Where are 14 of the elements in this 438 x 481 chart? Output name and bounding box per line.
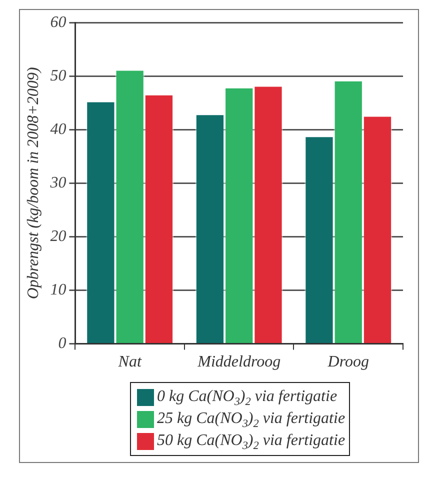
y-tick-label: 10 bbox=[50, 281, 66, 298]
y-tick-label: 50 bbox=[50, 67, 66, 84]
y-axis-title: Opbrengst (kg/boom in 2008+2009) bbox=[24, 67, 42, 300]
y-tick-label: 0 bbox=[58, 335, 66, 352]
y-tick-label: 20 bbox=[50, 228, 66, 245]
x-tick-label: Droog bbox=[326, 354, 369, 371]
y-tick-label: 30 bbox=[49, 174, 66, 192]
y-tick-label: 60 bbox=[50, 14, 66, 31]
x-tick-label: Nat bbox=[117, 354, 142, 371]
legend-label: 50 kg Ca(NO$_{3}$)$_{2}$ via fertigatie bbox=[157, 431, 346, 452]
y-tick-label: 40 bbox=[50, 120, 66, 138]
legend-label: 25 kg Ca(NO$_{3}$)$_{2}$ via fertigatie bbox=[157, 409, 346, 430]
x-tick-label: Middeldroog bbox=[196, 354, 281, 371]
legend-label: 0 kg Ca(NO$_{3}$)$_{2}$ via fertigatie bbox=[157, 387, 338, 408]
